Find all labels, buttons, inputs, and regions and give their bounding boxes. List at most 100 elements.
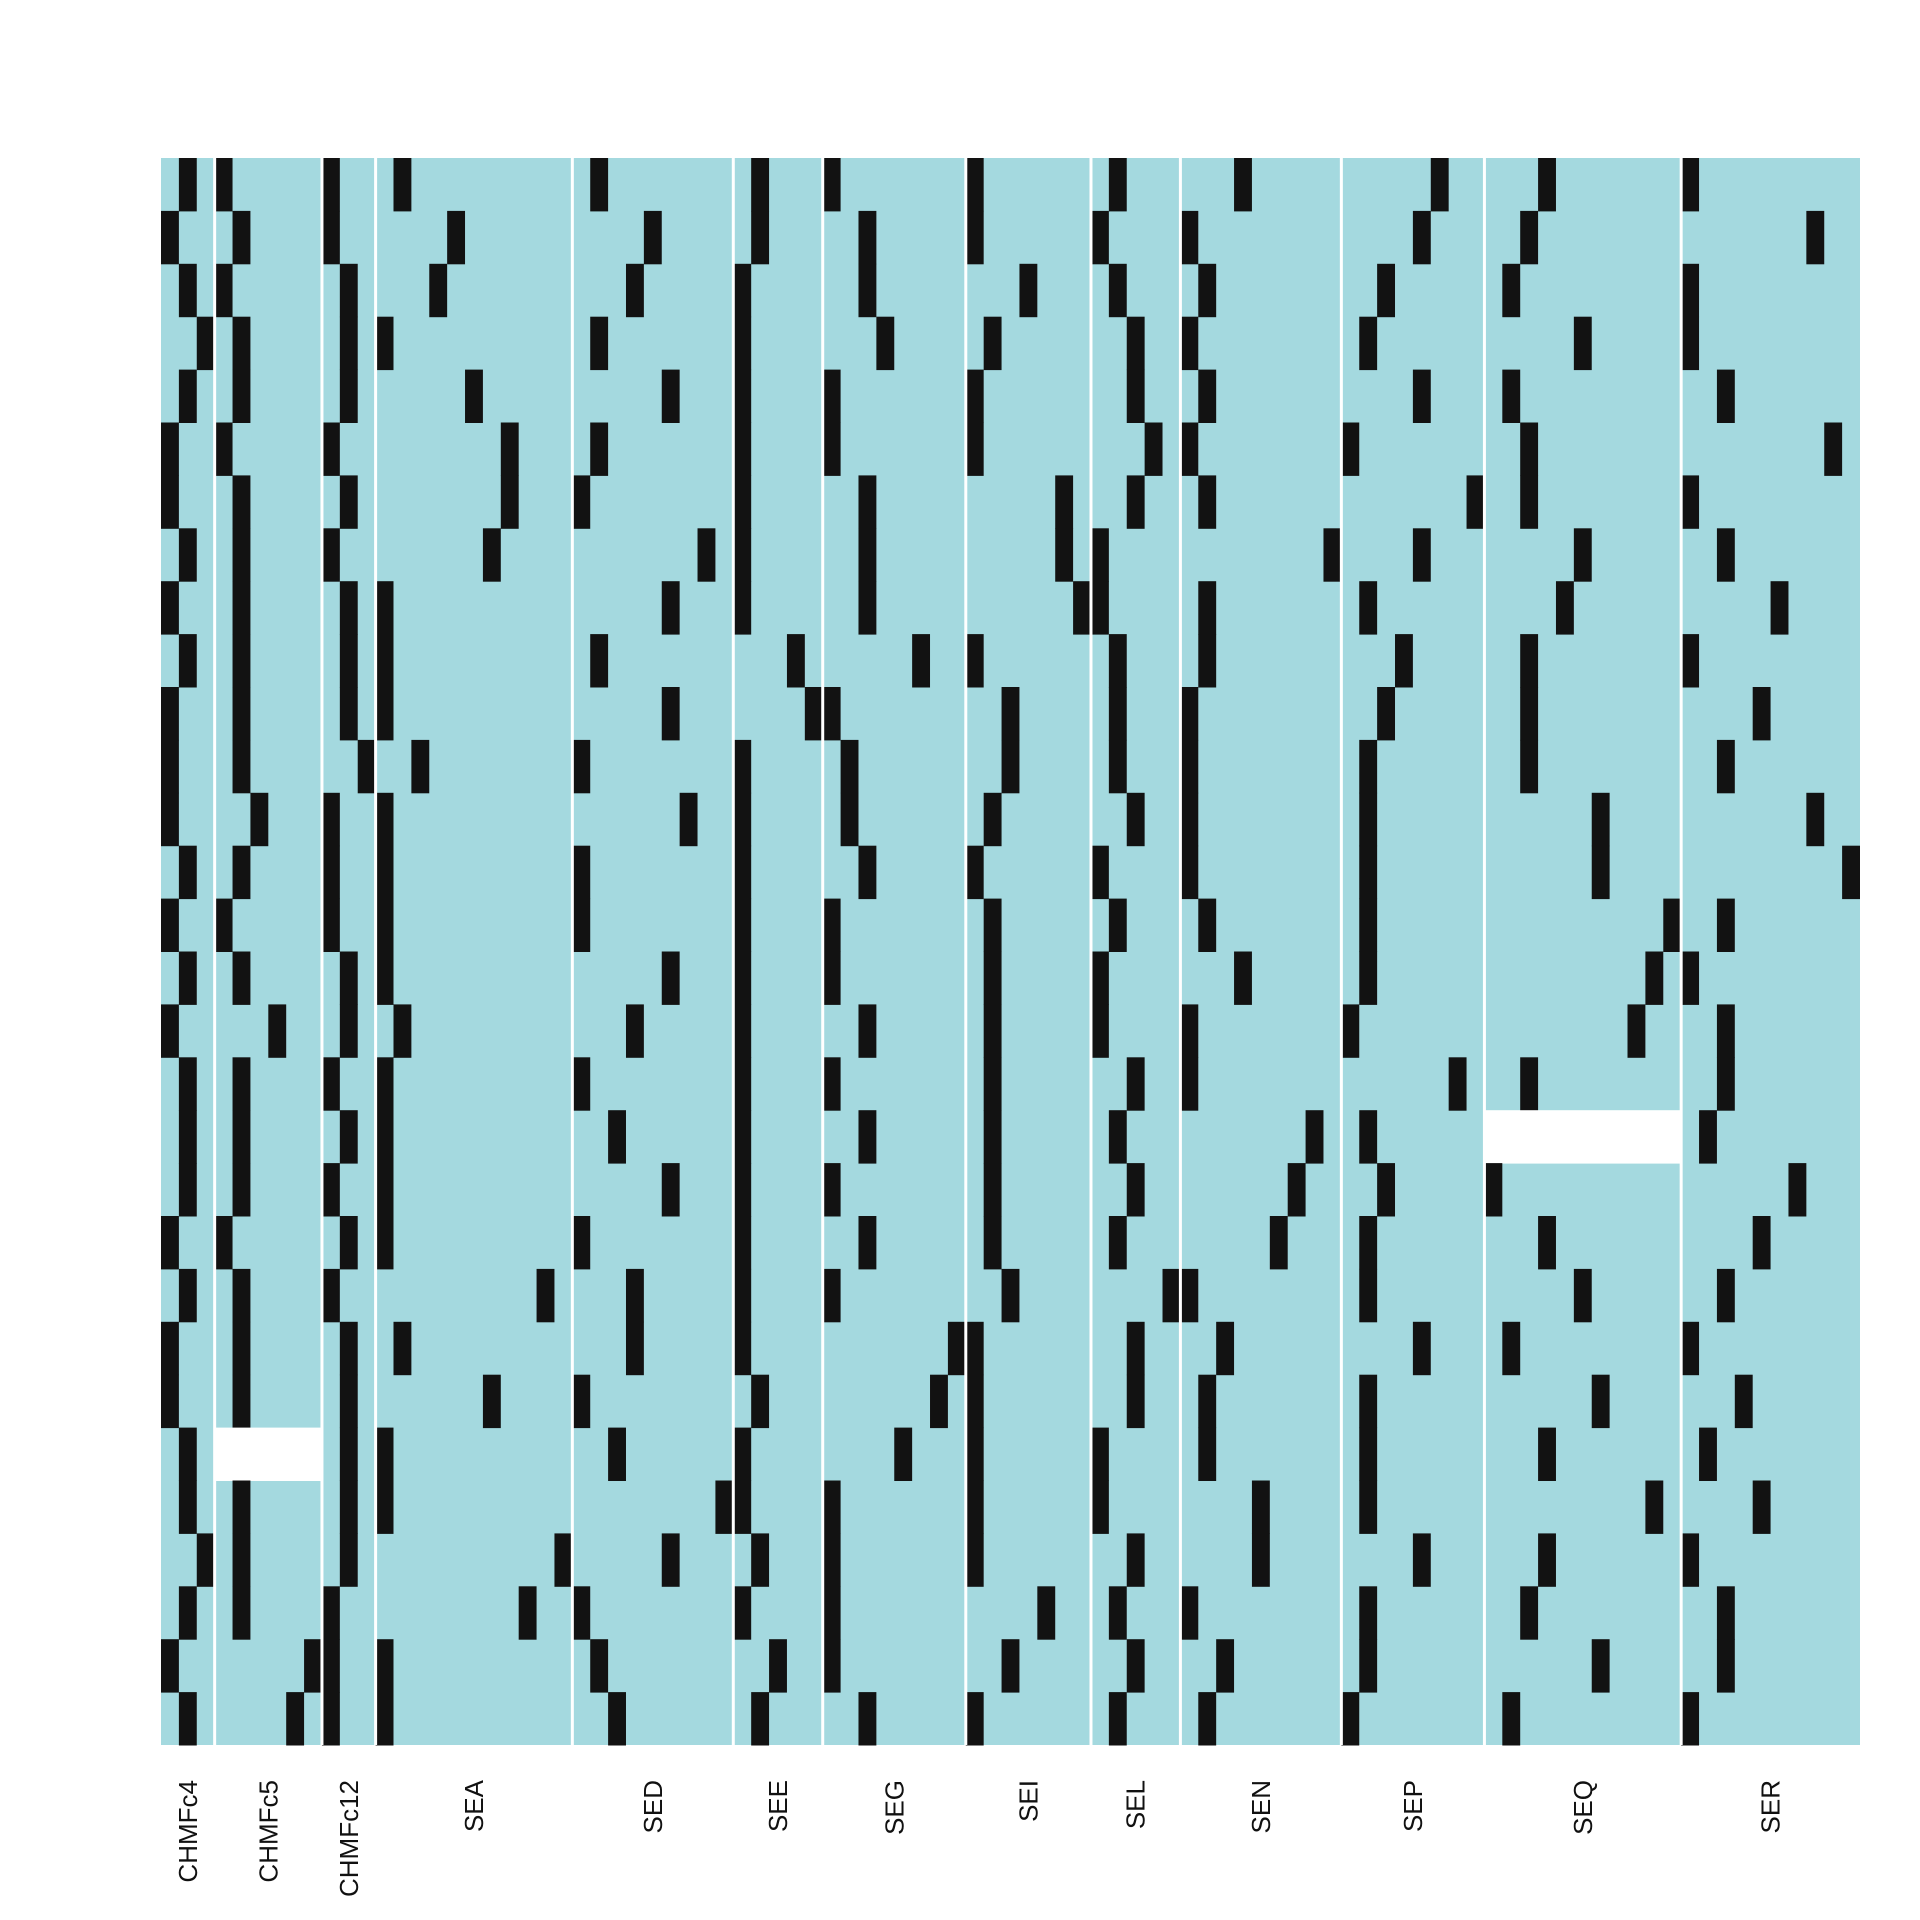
presence-cell bbox=[733, 1057, 752, 1111]
presence-cell bbox=[1520, 422, 1539, 476]
presence-cell bbox=[1341, 1004, 1360, 1058]
group-block-sed bbox=[572, 158, 734, 1745]
presence-cell bbox=[1681, 1692, 1700, 1746]
presence-cell bbox=[1663, 898, 1682, 952]
presence-cell bbox=[178, 158, 197, 212]
presence-cell bbox=[232, 1374, 251, 1429]
presence-cell bbox=[232, 1268, 251, 1323]
presence-cell bbox=[375, 845, 394, 900]
presence-cell bbox=[321, 1692, 340, 1746]
presence-cell bbox=[822, 1533, 841, 1587]
presence-cell bbox=[339, 1427, 358, 1481]
presence-cell bbox=[858, 1692, 877, 1746]
presence-cell bbox=[232, 528, 251, 582]
presence-cell bbox=[339, 634, 358, 688]
presence-cell bbox=[1126, 1533, 1145, 1587]
presence-cell bbox=[500, 422, 519, 476]
presence-cell bbox=[1699, 1110, 1717, 1164]
presence-cell bbox=[751, 210, 770, 265]
presence-cell bbox=[1126, 316, 1145, 371]
presence-cell bbox=[733, 528, 752, 582]
presence-cell bbox=[1108, 898, 1127, 952]
presence-cell bbox=[1484, 1163, 1503, 1217]
presence-cell bbox=[1180, 1586, 1199, 1640]
presence-cell bbox=[161, 1004, 179, 1058]
presence-cell bbox=[1305, 1110, 1324, 1164]
group-block-seg bbox=[822, 158, 966, 1745]
presence-cell bbox=[733, 739, 752, 794]
presence-cell bbox=[751, 1692, 770, 1746]
presence-cell bbox=[357, 739, 376, 794]
presence-cell bbox=[196, 316, 215, 371]
presence-cell bbox=[822, 687, 841, 741]
presence-cell bbox=[661, 581, 680, 635]
presence-cell bbox=[1681, 1533, 1700, 1587]
presence-cell bbox=[733, 898, 752, 952]
presence-cell bbox=[965, 1480, 984, 1534]
presence-cell bbox=[321, 1639, 340, 1693]
presence-cell bbox=[840, 792, 859, 847]
presence-cell bbox=[178, 263, 197, 318]
presence-cell bbox=[733, 1586, 752, 1640]
presence-cell bbox=[321, 210, 340, 265]
presence-cell bbox=[751, 1374, 770, 1429]
presence-cell bbox=[1198, 1427, 1217, 1481]
missing-cell bbox=[1484, 1110, 1682, 1164]
presence-cell bbox=[232, 739, 251, 794]
presence-cell bbox=[1359, 739, 1378, 794]
presence-cell bbox=[1842, 845, 1860, 900]
presence-cell bbox=[161, 581, 179, 635]
presence-cell bbox=[840, 739, 859, 794]
presence-cell bbox=[1681, 316, 1700, 371]
presence-cell bbox=[590, 634, 609, 688]
presence-cell bbox=[232, 1110, 251, 1164]
presence-cell bbox=[250, 792, 269, 847]
presence-cell bbox=[1234, 158, 1252, 212]
presence-cell bbox=[1359, 792, 1378, 847]
x-tick-labels: CHMFc4 CHMFc5 CHMFc12 SEA SED SEE SEG SEI SEL SEN… bbox=[173, 1779, 1786, 1897]
presence-cell bbox=[1716, 1057, 1735, 1111]
presence-cell bbox=[339, 1216, 358, 1270]
presence-cell bbox=[572, 898, 591, 952]
presence-cell bbox=[965, 1374, 984, 1429]
presence-cell bbox=[375, 1692, 394, 1746]
presence-cell bbox=[1126, 792, 1145, 847]
presence-cell bbox=[572, 1216, 591, 1270]
presence-cell bbox=[375, 792, 394, 847]
presence-cell bbox=[733, 369, 752, 423]
presence-cell bbox=[214, 158, 233, 212]
presence-cell bbox=[232, 1057, 251, 1111]
presence-cell bbox=[393, 158, 412, 212]
presence-cell bbox=[339, 1374, 358, 1429]
presence-cell bbox=[697, 528, 716, 582]
presence-cell bbox=[375, 1163, 394, 1217]
presence-cell bbox=[733, 475, 752, 529]
presence-cell bbox=[1180, 687, 1199, 741]
presence-cell bbox=[1359, 1268, 1378, 1323]
presence-cell bbox=[822, 1586, 841, 1640]
presence-cell bbox=[1108, 1216, 1127, 1270]
presence-cell bbox=[715, 1480, 734, 1534]
presence-cell bbox=[858, 263, 877, 318]
presence-cell bbox=[858, 1110, 877, 1164]
presence-cell bbox=[447, 210, 466, 265]
presence-cell bbox=[1234, 951, 1252, 1005]
presence-cell bbox=[751, 1533, 770, 1587]
presence-cell bbox=[1126, 369, 1145, 423]
presence-cell bbox=[930, 1374, 948, 1429]
presence-cell bbox=[1198, 1692, 1217, 1746]
presence-cell bbox=[1520, 475, 1539, 529]
presence-cell bbox=[822, 1480, 841, 1534]
presence-cell bbox=[804, 687, 823, 741]
x-tick-label: SEN bbox=[1246, 1780, 1276, 1833]
presence-cell bbox=[232, 1533, 251, 1587]
presence-cell bbox=[661, 687, 680, 741]
presence-cell bbox=[1502, 369, 1521, 423]
presence-cell bbox=[1073, 581, 1091, 635]
presence-cell bbox=[983, 1163, 1002, 1217]
presence-cell bbox=[1502, 1321, 1521, 1376]
presence-cell bbox=[1126, 1321, 1145, 1376]
x-tick-label: SEA bbox=[459, 1779, 489, 1832]
presence-cell bbox=[608, 1110, 626, 1164]
